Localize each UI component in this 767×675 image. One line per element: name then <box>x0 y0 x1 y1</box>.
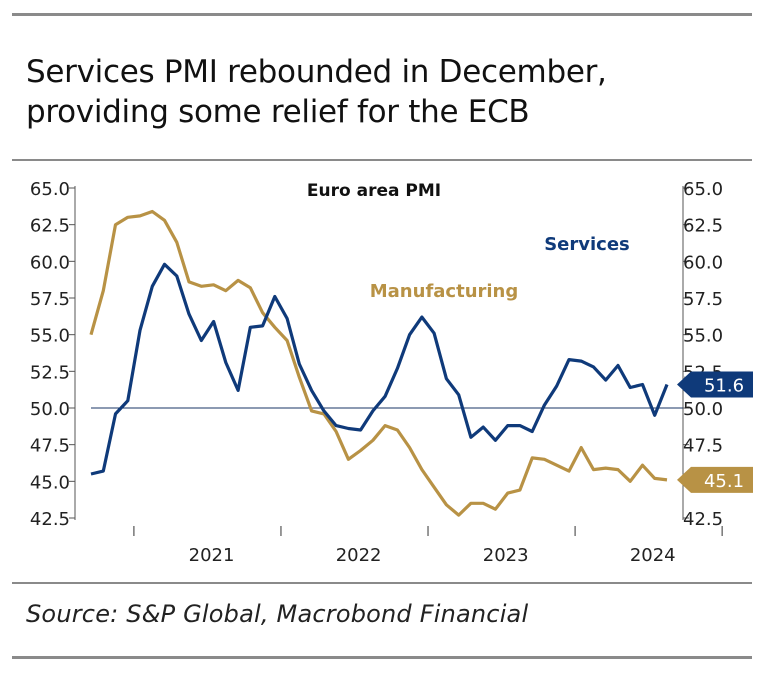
y-tick-label-right: 65.0 <box>683 179 723 200</box>
end-value-tags: 51.6 45.1 <box>677 371 753 493</box>
services-line <box>90 262 669 476</box>
page-title: Services PMI rebounded in December, prov… <box>26 52 746 132</box>
y-tick-label-left: 42.5 <box>30 509 70 530</box>
x-tick-label: 2022 <box>336 545 382 566</box>
y-tick-label-right: 50.0 <box>683 399 723 420</box>
source-note: Source: S&P Global, Macrobond Financial <box>26 600 529 628</box>
y-tick-label-right: 55.0 <box>683 326 723 347</box>
chart-title: Euro area PMI <box>307 181 441 201</box>
title-line-2: providing some relief for the ECB <box>26 94 530 130</box>
manufacturing-line <box>89 209 668 517</box>
x-axis: 2021 2022 2023 2024 <box>133 526 723 566</box>
y-axis-right: 65.062.560.057.555.052.550.047.545.042.5 <box>682 179 723 530</box>
y-tick-label-right: 57.5 <box>683 289 723 310</box>
y-tick-label-left: 52.5 <box>30 362 70 383</box>
y-tick-label-left: 62.5 <box>30 216 70 237</box>
y-tick-label-right: 42.5 <box>683 509 723 530</box>
y-tick-label-right: 62.5 <box>683 216 723 237</box>
source-rule <box>12 582 752 584</box>
title-line-1: Services PMI rebounded in December, <box>26 54 607 90</box>
y-tick-label-left: 65.0 <box>30 179 70 200</box>
y-tick-label-left: 50.0 <box>30 399 70 420</box>
x-tick-label: 2023 <box>483 545 529 566</box>
y-tick-label-right: 47.5 <box>683 436 723 457</box>
manufacturing-end-value-label: 45.1 <box>704 471 744 492</box>
x-tick-label: 2024 <box>630 545 676 566</box>
y-tick-label-left: 47.5 <box>30 436 70 457</box>
title-rule <box>12 159 752 161</box>
y-tick-label-left: 45.0 <box>30 472 70 493</box>
top-rule <box>12 13 752 16</box>
y-tick-label-left: 57.5 <box>30 289 70 310</box>
y-tick-label-left: 60.0 <box>30 252 70 273</box>
services-end-tag <box>677 371 753 398</box>
y-axis-left: 65.0 62.5 60.0 57.5 55.0 52.5 50.0 47.5 45.0 42.5 <box>30 179 76 530</box>
y-tick-label-right: 60.0 <box>683 252 723 273</box>
bottom-rule <box>12 656 752 659</box>
y-tick-label-left: 55.0 <box>30 326 70 347</box>
manufacturing-end-tag <box>677 466 753 493</box>
x-tick-label: 2021 <box>189 545 235 566</box>
services-end-value-label: 51.6 <box>704 376 744 397</box>
services-series-label: Services <box>544 234 630 255</box>
manufacturing-series-label: Manufacturing <box>370 281 519 302</box>
pmi-chart: Euro area PMI 65.0 62.5 60.0 57.5 55.0 52.5 50… <box>30 179 753 566</box>
